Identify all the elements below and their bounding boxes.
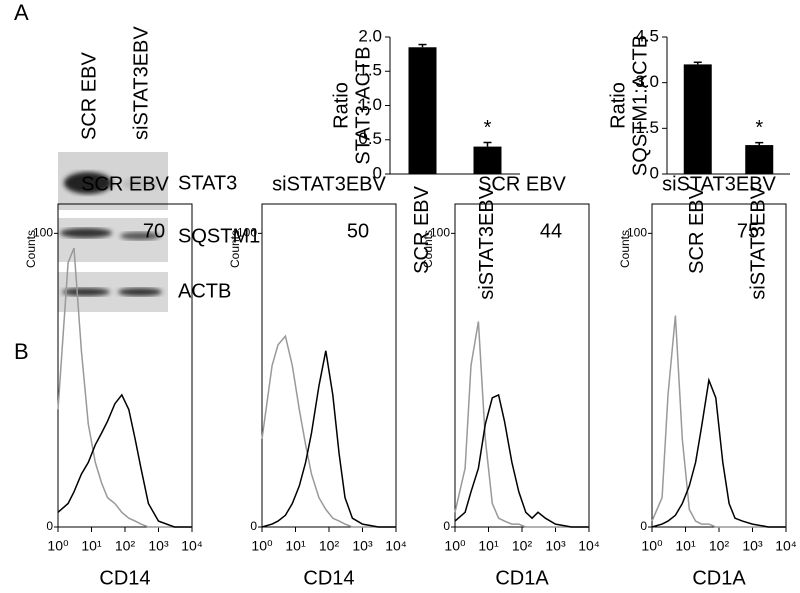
chart-title: siSTAT3EBV	[662, 173, 776, 195]
x-tick-label: 10²	[709, 538, 730, 554]
lane-label: SCR EBV	[78, 52, 100, 140]
y-axis-label: Counts	[228, 230, 242, 268]
histogram-line	[261, 334, 396, 528]
x-tick-label: 10⁰	[47, 538, 69, 554]
x-tick-label: 10⁰	[641, 538, 663, 554]
histogram-line	[261, 350, 396, 528]
y-tick-label: 0	[373, 163, 382, 182]
histogram-line	[651, 377, 786, 528]
y-tick-label: 100	[627, 226, 647, 240]
bar	[745, 145, 774, 174]
band-label: SQSTM1	[178, 225, 260, 247]
band	[64, 172, 112, 194]
y-axis-label: SQSTM1:ACTB	[629, 35, 651, 176]
blot	[58, 152, 168, 312]
y-axis-label: Counts	[618, 230, 632, 268]
plot-frame	[261, 203, 397, 528]
x-tick-label: 10⁴	[578, 538, 600, 554]
band-label: ACTB	[178, 280, 231, 302]
y-tick-label: 0	[250, 519, 257, 533]
band	[62, 288, 110, 296]
y-tick-label: 3.0	[635, 72, 659, 91]
x-axis-label: CD1A	[692, 567, 746, 589]
x-tick-label: 10⁴	[775, 538, 797, 554]
band	[118, 288, 162, 296]
x-tick-label: 10⁰	[444, 538, 466, 554]
band	[120, 232, 160, 240]
histogram-line	[454, 321, 589, 528]
x-tick-label: 10²	[319, 538, 340, 554]
annotation: 70	[143, 220, 165, 242]
histogram-line	[57, 393, 192, 528]
y-tick-label: 0	[443, 519, 450, 533]
x-axis-label: CD14	[303, 567, 354, 589]
y-axis-label: Ratio	[607, 82, 629, 129]
x-tick-label: 10³	[742, 538, 763, 554]
y-tick-label: 2.0	[358, 26, 382, 45]
annotation: 50	[347, 220, 369, 242]
x-tick-label: 10⁰	[251, 538, 273, 554]
band	[122, 178, 158, 190]
lane-label: siSTAT3EBV	[130, 26, 152, 140]
y-axis-label: STAT3:ACTB	[352, 46, 374, 164]
y-tick-label: 1.5	[635, 118, 659, 137]
x-tick-label: 10³	[148, 538, 169, 554]
annotation: 44	[540, 220, 562, 242]
x-tick-label: 10³	[545, 538, 566, 554]
x-tick-label: 10⁴	[181, 538, 203, 554]
y-tick-label: 0.5	[358, 129, 382, 148]
y-tick-label: 100	[430, 226, 450, 240]
x-tick-label: 10²	[115, 538, 136, 554]
panel-label: B	[14, 339, 29, 364]
bar	[473, 146, 502, 174]
x-tick-label: SCR EBV	[411, 185, 433, 273]
x-tick-label: siSTAT3EBV	[748, 185, 770, 299]
bar	[683, 64, 712, 174]
chart-title: siSTAT3EBV	[272, 173, 386, 195]
x-tick-label: 10¹	[81, 538, 102, 554]
chart-title: SCR EBV	[81, 173, 169, 195]
x-tick-label: SCR EBV	[686, 185, 708, 273]
band	[60, 228, 112, 238]
histogram-line	[57, 247, 192, 528]
y-tick-label: 1.5	[358, 61, 382, 80]
significance-marker: *	[755, 117, 763, 139]
x-tick-label: 10⁴	[385, 538, 407, 554]
y-tick-label: 100	[237, 226, 257, 240]
y-axis-label: Ratio	[330, 82, 352, 129]
x-tick-label: 10¹	[285, 538, 306, 554]
x-axis-label: CD1A	[495, 567, 549, 589]
chart-title: SCR EBV	[478, 173, 566, 195]
y-tick-label: 0	[640, 519, 647, 533]
x-tick-label: 10¹	[478, 538, 499, 554]
band-label: STAT3	[178, 172, 237, 194]
panel-label: A	[14, 0, 29, 25]
histogram-line	[454, 393, 589, 528]
blot-strip	[58, 218, 168, 262]
y-tick-label: 100	[33, 226, 53, 240]
bar	[408, 47, 437, 174]
y-tick-label: 0	[650, 163, 659, 182]
x-tick-label: siSTAT3EBV	[476, 185, 498, 299]
y-tick-label: 4.5	[635, 26, 659, 45]
y-tick-label: 0	[46, 519, 53, 533]
x-tick-label: 10¹	[675, 538, 696, 554]
annotation: 75	[737, 220, 759, 242]
histogram-line	[651, 315, 786, 528]
y-axis-label: Counts	[421, 230, 435, 268]
x-tick-label: 10²	[512, 538, 533, 554]
significance-marker: *	[484, 117, 492, 139]
x-tick-label: 10³	[352, 538, 373, 554]
y-axis-label: Counts	[24, 230, 38, 268]
y-tick-label: 1.0	[358, 95, 382, 114]
x-axis-label: CD14	[99, 567, 150, 589]
